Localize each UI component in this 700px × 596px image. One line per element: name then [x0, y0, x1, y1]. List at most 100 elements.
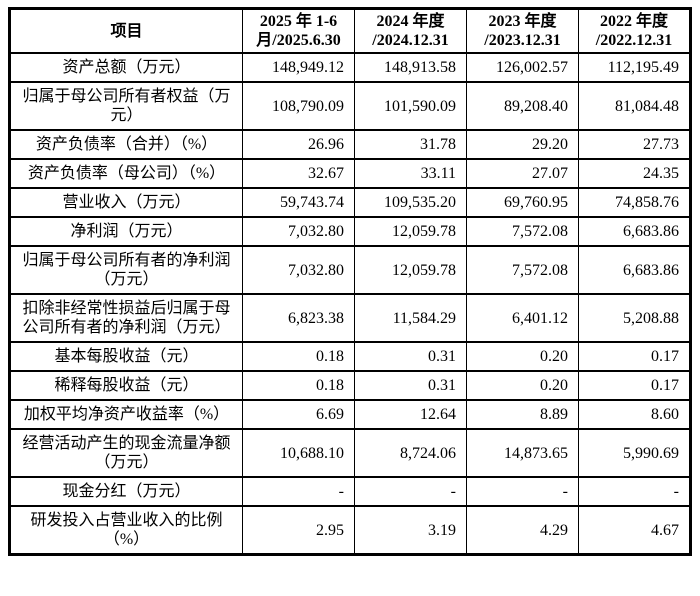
cell-value: 0.31 — [354, 341, 467, 372]
cell-value: 148,913.58 — [354, 52, 467, 83]
cell-value: 12,059.78 — [354, 245, 467, 295]
cell-value: 89,208.40 — [466, 81, 579, 131]
row-label: 研发投入占营业收入的比例（%） — [9, 505, 243, 556]
row-label: 归属于母公司所有者的净利润（万元） — [9, 245, 243, 295]
column-header-label: 2025 年 1-6 — [259, 13, 338, 30]
table-row-net-profit: 净利润（万元） 7,032.80 12,059.78 7,572.08 6,68… — [9, 216, 691, 247]
table-row-parent-net-profit: 归属于母公司所有者的净利润（万元） 7,032.80 12,059.78 7,5… — [9, 245, 691, 295]
cell-value: 59,743.74 — [242, 187, 355, 218]
cell-value: 74,858.76 — [578, 187, 691, 218]
cell-value: 26.96 — [242, 129, 355, 160]
table-row-debt-ratio-parent: 资产负债率（母公司）（%） 32.67 33.11 27.07 24.35 — [9, 158, 691, 189]
cell-value: 108,790.09 — [242, 81, 355, 131]
row-label: 资产负债率（母公司）（%） — [9, 158, 243, 189]
table-row-parent-equity: 归属于母公司所有者权益（万元） 108,790.09 101,590.09 89… — [9, 81, 691, 131]
column-header-label: /2022.12.31 — [595, 32, 673, 49]
financial-summary-table: 项目 2025 年 1-6 月/2025.6.30 2024 年度 /2024.… — [8, 7, 692, 556]
cell-value: 112,195.49 — [578, 52, 691, 83]
row-label: 资产总额（万元） — [9, 52, 243, 83]
cell-value: 126,002.57 — [466, 52, 579, 83]
column-header-label: /2023.12.31 — [484, 32, 561, 49]
row-label: 现金分红（万元） — [9, 476, 243, 507]
cell-value: 29.20 — [466, 129, 579, 160]
column-header-label: 2022 年度 — [599, 13, 668, 30]
row-label: 经营活动产生的现金流量净额（万元） — [9, 428, 243, 478]
cell-value: 27.73 — [578, 129, 691, 160]
cell-value: 4.67 — [578, 505, 691, 556]
column-header-label: 项目 — [110, 22, 143, 40]
table-row-revenue: 营业收入（万元） 59,743.74 109,535.20 69,760.95 … — [9, 187, 691, 218]
cell-value: 33.11 — [354, 158, 467, 189]
cell-value: 81,084.48 — [578, 81, 691, 131]
cell-value: 7,572.08 — [466, 216, 579, 247]
cell-value: 7,032.80 — [242, 216, 355, 247]
cell-value: 32.67 — [242, 158, 355, 189]
table-row-rd-revenue-ratio: 研发投入占营业收入的比例（%） 2.95 3.19 4.29 4.67 — [9, 505, 691, 556]
row-label: 扣除非经常性损益后归属于母公司所有者的净利润（万元） — [9, 293, 243, 343]
cell-value: 4.29 — [466, 505, 579, 556]
cell-value: 11,584.29 — [354, 293, 467, 343]
cell-value: 12,059.78 — [354, 216, 467, 247]
cell-value: 0.17 — [578, 341, 691, 372]
cell-value: 12.64 — [354, 399, 467, 430]
table-row-weighted-roe: 加权平均净资产收益率（%） 6.69 12.64 8.89 8.60 — [9, 399, 691, 430]
cell-value: 8.60 — [578, 399, 691, 430]
cell-value: - — [578, 476, 691, 507]
column-header-label: /2024.12.31 — [372, 32, 449, 49]
cell-value: 24.35 — [578, 158, 691, 189]
header-row: 项目 2025 年 1-6 月/2025.6.30 2024 年度 /2024.… — [9, 7, 691, 54]
cell-value: 109,535.20 — [354, 187, 467, 218]
cell-value: 5,990.69 — [578, 428, 691, 478]
row-label: 基本每股收益（元） — [9, 341, 243, 372]
cell-value: 0.18 — [242, 341, 355, 372]
cell-value: 6,683.86 — [578, 245, 691, 295]
cell-value: - — [354, 476, 467, 507]
column-header-label: 月/2025.6.30 — [256, 32, 341, 49]
cell-value: 148,949.12 — [242, 52, 355, 83]
row-label: 资产负债率（合并）（%） — [9, 129, 243, 160]
cell-value: - — [242, 476, 355, 507]
row-label: 归属于母公司所有者权益（万元） — [9, 81, 243, 131]
cell-value: 0.31 — [354, 370, 467, 401]
cell-value: 10,688.10 — [242, 428, 355, 478]
cell-value: 14,873.65 — [466, 428, 579, 478]
cell-value: 69,760.95 — [466, 187, 579, 218]
column-header-2022: 2022 年度 /2022.12.31 — [578, 7, 691, 54]
column-header-label: 2023 年度 — [488, 13, 557, 30]
cell-value: 101,590.09 — [354, 81, 467, 131]
cell-value: 0.18 — [242, 370, 355, 401]
cell-value: 31.78 — [354, 129, 467, 160]
column-header-2024: 2024 年度 /2024.12.31 — [354, 7, 467, 54]
cell-value: 7,572.08 — [466, 245, 579, 295]
cell-value: 7,032.80 — [242, 245, 355, 295]
cell-value: 6,401.12 — [466, 293, 579, 343]
cell-value: - — [466, 476, 579, 507]
cell-value: 2.95 — [242, 505, 355, 556]
row-label: 稀释每股收益（元） — [9, 370, 243, 401]
cell-value: 8.89 — [466, 399, 579, 430]
cell-value: 0.20 — [466, 341, 579, 372]
cell-value: 8,724.06 — [354, 428, 467, 478]
table-row-cash-dividend: 现金分红（万元） - - - - — [9, 476, 691, 507]
cell-value: 6.69 — [242, 399, 355, 430]
cell-value: 0.17 — [578, 370, 691, 401]
cell-value: 27.07 — [466, 158, 579, 189]
row-label: 加权平均净资产收益率（%） — [9, 399, 243, 430]
row-label: 营业收入（万元） — [9, 187, 243, 218]
table-row-non-recurring-net-profit: 扣除非经常性损益后归属于母公司所有者的净利润（万元） 6,823.38 11,5… — [9, 293, 691, 343]
cell-value: 6,683.86 — [578, 216, 691, 247]
table-row-basic-eps: 基本每股收益（元） 0.18 0.31 0.20 0.17 — [9, 341, 691, 372]
cell-value: 5,208.88 — [578, 293, 691, 343]
table-row-debt-ratio-consolidated: 资产负债率（合并）（%） 26.96 31.78 29.20 27.73 — [9, 129, 691, 160]
row-label: 净利润（万元） — [9, 216, 243, 247]
table-row-diluted-eps: 稀释每股收益（元） 0.18 0.31 0.20 0.17 — [9, 370, 691, 401]
cell-value: 0.20 — [466, 370, 579, 401]
table-body: 资产总额（万元） 148,949.12 148,913.58 126,002.5… — [9, 52, 691, 556]
column-header-2023: 2023 年度 /2023.12.31 — [466, 7, 579, 54]
column-header-label: 2024 年度 — [376, 13, 445, 30]
column-header-2025h1: 2025 年 1-6 月/2025.6.30 — [242, 7, 355, 54]
cell-value: 3.19 — [354, 505, 467, 556]
column-header-item: 项目 — [9, 7, 243, 54]
table-row-total-assets: 资产总额（万元） 148,949.12 148,913.58 126,002.5… — [9, 52, 691, 83]
table-row-operating-cash-flow: 经营活动产生的现金流量净额（万元） 10,688.10 8,724.06 14,… — [9, 428, 691, 478]
